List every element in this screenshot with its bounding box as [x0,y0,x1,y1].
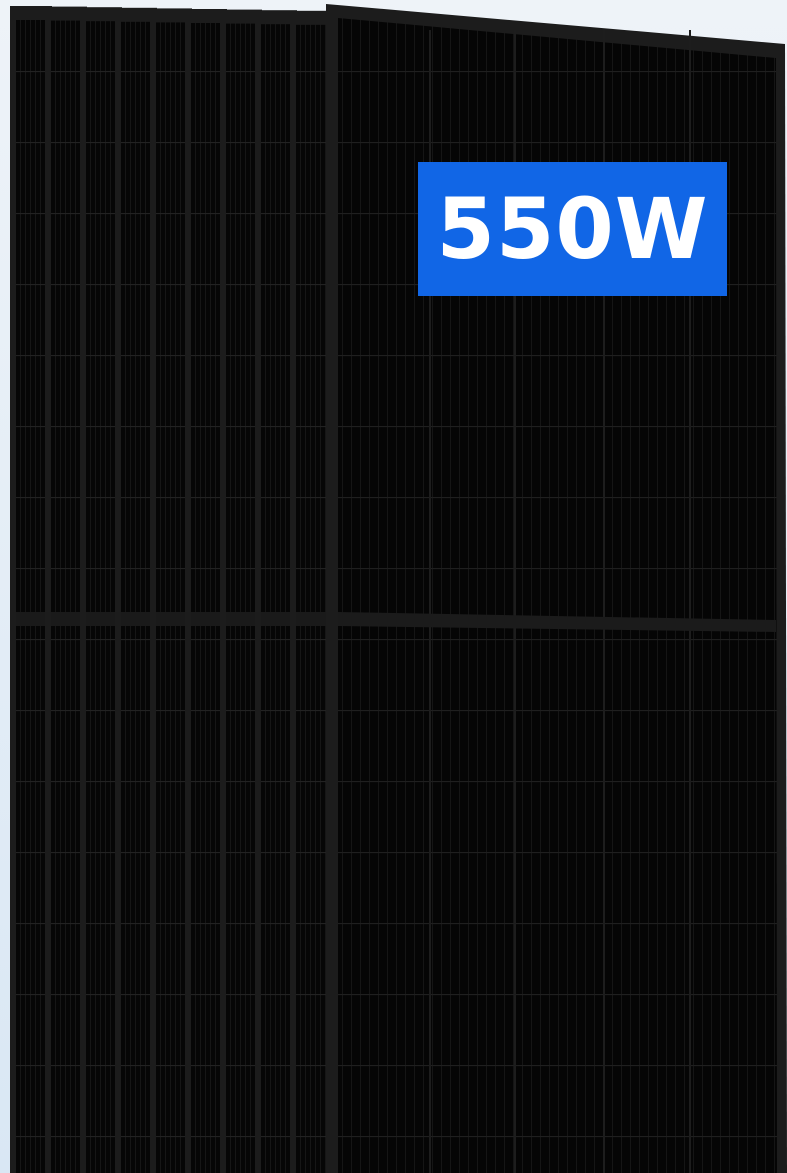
panel-junction-strip [338,612,776,632]
panel-junction-strip [121,612,153,626]
panel-group [10,4,787,1173]
panel-junction-strip [16,612,48,626]
panel-junction-strip [191,612,223,626]
panel-cells [226,23,258,1173]
panel-junction-strip [156,612,188,626]
panel-cells [156,22,188,1173]
panel-cells [121,21,153,1173]
panel-junction-strip [86,612,118,626]
back-panel [185,9,227,1173]
power-badge-label: 550W [436,180,709,278]
panel-cells [261,24,293,1173]
panel-cells [338,18,777,1173]
panel-junction-strip [296,612,328,626]
panel-junction-strip [261,612,293,626]
back-panel [290,10,332,1173]
panel-junction-strip [51,612,83,626]
power-badge: 550W [418,162,727,296]
panel-cells [191,23,223,1173]
panel-junction-strip [226,612,258,626]
panel-cells [51,20,83,1173]
panel-cells [296,24,328,1173]
panel-cells [16,20,48,1173]
panel-cells [86,21,118,1173]
front-panel [326,4,787,1173]
